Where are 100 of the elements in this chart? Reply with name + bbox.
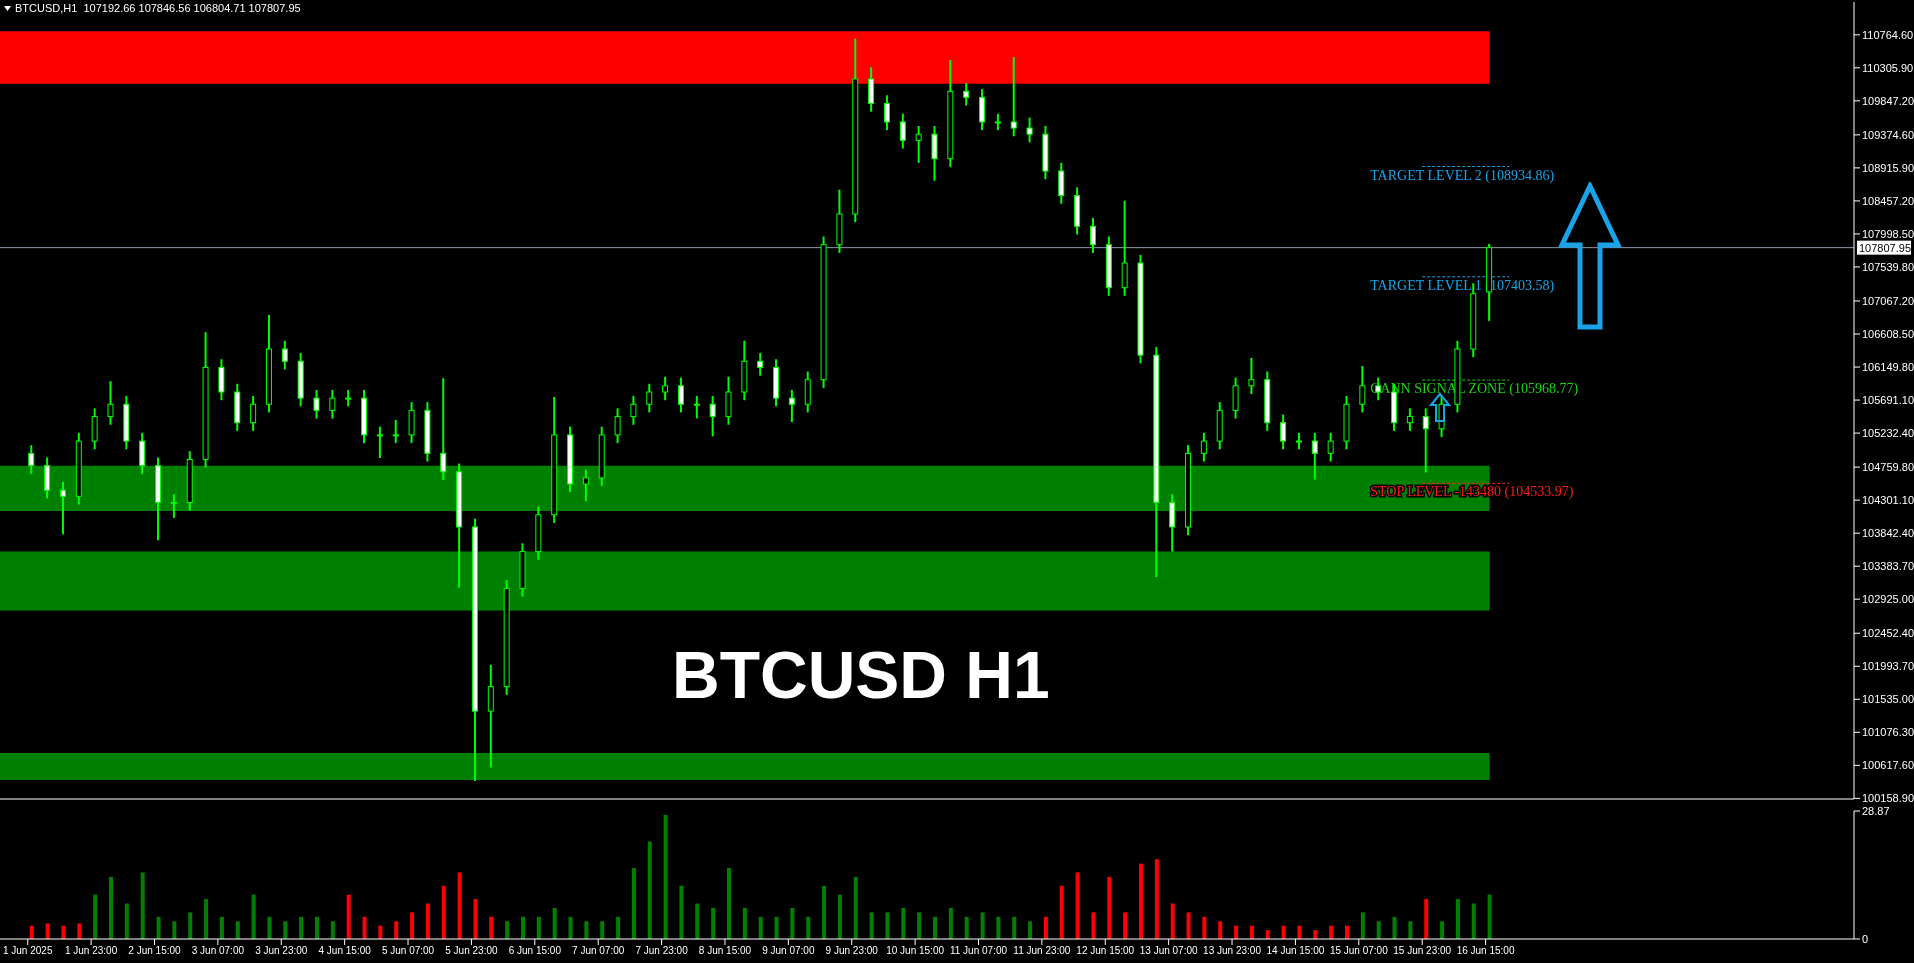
bar <box>1234 925 1239 939</box>
y-tick-label: 100617.60 <box>1862 759 1914 772</box>
x-tick-label: 3 Jun 23:00 <box>255 945 308 957</box>
y-tick-label: 105232.40 <box>1862 426 1914 439</box>
bar <box>1202 916 1207 939</box>
ref-line-label: 107807.95 <box>1859 241 1911 254</box>
bar <box>1424 899 1429 939</box>
bar <box>93 894 98 939</box>
x-tick-label: 12 Jun 15:00 <box>1076 945 1135 957</box>
bar <box>790 907 795 939</box>
bar <box>948 907 953 939</box>
candlestick <box>883 95 890 131</box>
x-tick-label: 5 Jun 23:00 <box>445 945 498 957</box>
candlestick <box>630 396 637 425</box>
candlestick <box>614 408 621 444</box>
candlestick <box>1327 432 1334 462</box>
candlestick <box>646 383 653 413</box>
candlestick <box>392 420 399 444</box>
bar <box>1043 916 1048 939</box>
candlestick <box>963 83 970 106</box>
annotation: BTCUSD H1 <box>672 638 1050 712</box>
x-tick-label: 2 Jun 15:00 <box>128 945 182 957</box>
bar <box>283 921 288 939</box>
candlestick <box>994 113 1001 131</box>
y-tick-label: 101993.70 <box>1862 660 1914 673</box>
y-tick-label: 110305.90 <box>1862 61 1914 74</box>
x-tick-label: 13 Jun 23:00 <box>1203 945 1262 957</box>
y-tick-label: 109374.60 <box>1862 128 1914 141</box>
x-tick-label: 16 Jun 15:00 <box>1456 945 1515 957</box>
candlestick <box>1089 218 1096 253</box>
y-tick-label: 0 <box>1862 932 1869 945</box>
bar <box>1313 930 1318 939</box>
x-tick-label: 10 Jun 15:00 <box>886 945 945 957</box>
candlestick <box>709 396 716 437</box>
x-tick-label: 13 Jun 07:00 <box>1139 945 1199 957</box>
bar <box>219 916 224 939</box>
candlestick <box>1422 408 1429 473</box>
candlestick <box>899 113 906 149</box>
bar <box>1075 872 1080 939</box>
bar <box>109 876 113 939</box>
bar <box>552 907 557 939</box>
bar <box>45 923 50 939</box>
x-tick-label: 9 Jun 07:00 <box>762 945 815 957</box>
ref-line-label: STOP LEVEL -143480 (104533.97) <box>1370 484 1574 501</box>
x-tick-label: 11 Jun 23:00 <box>1013 945 1071 957</box>
bar <box>441 885 446 939</box>
x-tick-label: 1 Jun 23:00 <box>64 945 118 957</box>
bar <box>489 916 494 939</box>
ref-line-label: TARGET LEVEL 2 (108934.86) <box>1370 167 1555 184</box>
y-tick-label: 102452.40 <box>1862 627 1914 640</box>
candlestick <box>170 494 177 518</box>
x-tick-label: 14 Jun 15:00 <box>1266 945 1325 957</box>
bar <box>1281 925 1286 939</box>
bar <box>695 903 700 939</box>
candlestick <box>345 389 352 407</box>
candlestick <box>1280 414 1287 450</box>
bar <box>394 921 399 939</box>
bar <box>346 894 351 939</box>
candlestick <box>1406 408 1413 431</box>
bar <box>806 916 811 939</box>
candlestick <box>250 396 257 431</box>
bar <box>251 894 256 939</box>
bar <box>505 921 510 939</box>
bar <box>869 912 874 939</box>
bar <box>235 921 240 939</box>
bar <box>330 921 335 939</box>
bar <box>1345 925 1349 939</box>
bar <box>1297 925 1302 939</box>
y-tick-label: 102925.00 <box>1862 593 1914 606</box>
bar <box>299 916 304 939</box>
bar <box>1360 912 1365 939</box>
x-tick-label: 5 Jun 07:00 <box>381 945 435 957</box>
y-tick-label: 103383.70 <box>1862 560 1914 573</box>
candlestick <box>1200 432 1207 462</box>
candlestick <box>662 376 669 401</box>
bar <box>140 872 145 939</box>
bar <box>647 841 652 939</box>
bar <box>1376 921 1381 939</box>
bar <box>1186 912 1191 939</box>
x-tick-label: 3 Jun 07:00 <box>191 945 245 957</box>
candlestick <box>677 377 684 413</box>
bar <box>378 925 383 939</box>
bar <box>1487 894 1492 939</box>
bar <box>1471 903 1476 939</box>
bar <box>996 916 1001 939</box>
bar <box>933 916 937 939</box>
bar <box>1392 916 1397 939</box>
bar <box>1139 863 1143 939</box>
bar <box>1091 912 1096 939</box>
candlestick <box>28 445 35 474</box>
y-tick-label: 107998.50 <box>1862 227 1914 240</box>
y-tick-label: 105691.10 <box>1862 393 1914 406</box>
candlestick <box>693 396 700 419</box>
bar <box>584 921 589 939</box>
bar <box>61 925 66 939</box>
candlestick <box>788 389 795 423</box>
bar <box>172 921 177 939</box>
candlestick <box>376 426 383 459</box>
bar <box>1123 912 1128 939</box>
bar <box>1440 921 1445 939</box>
